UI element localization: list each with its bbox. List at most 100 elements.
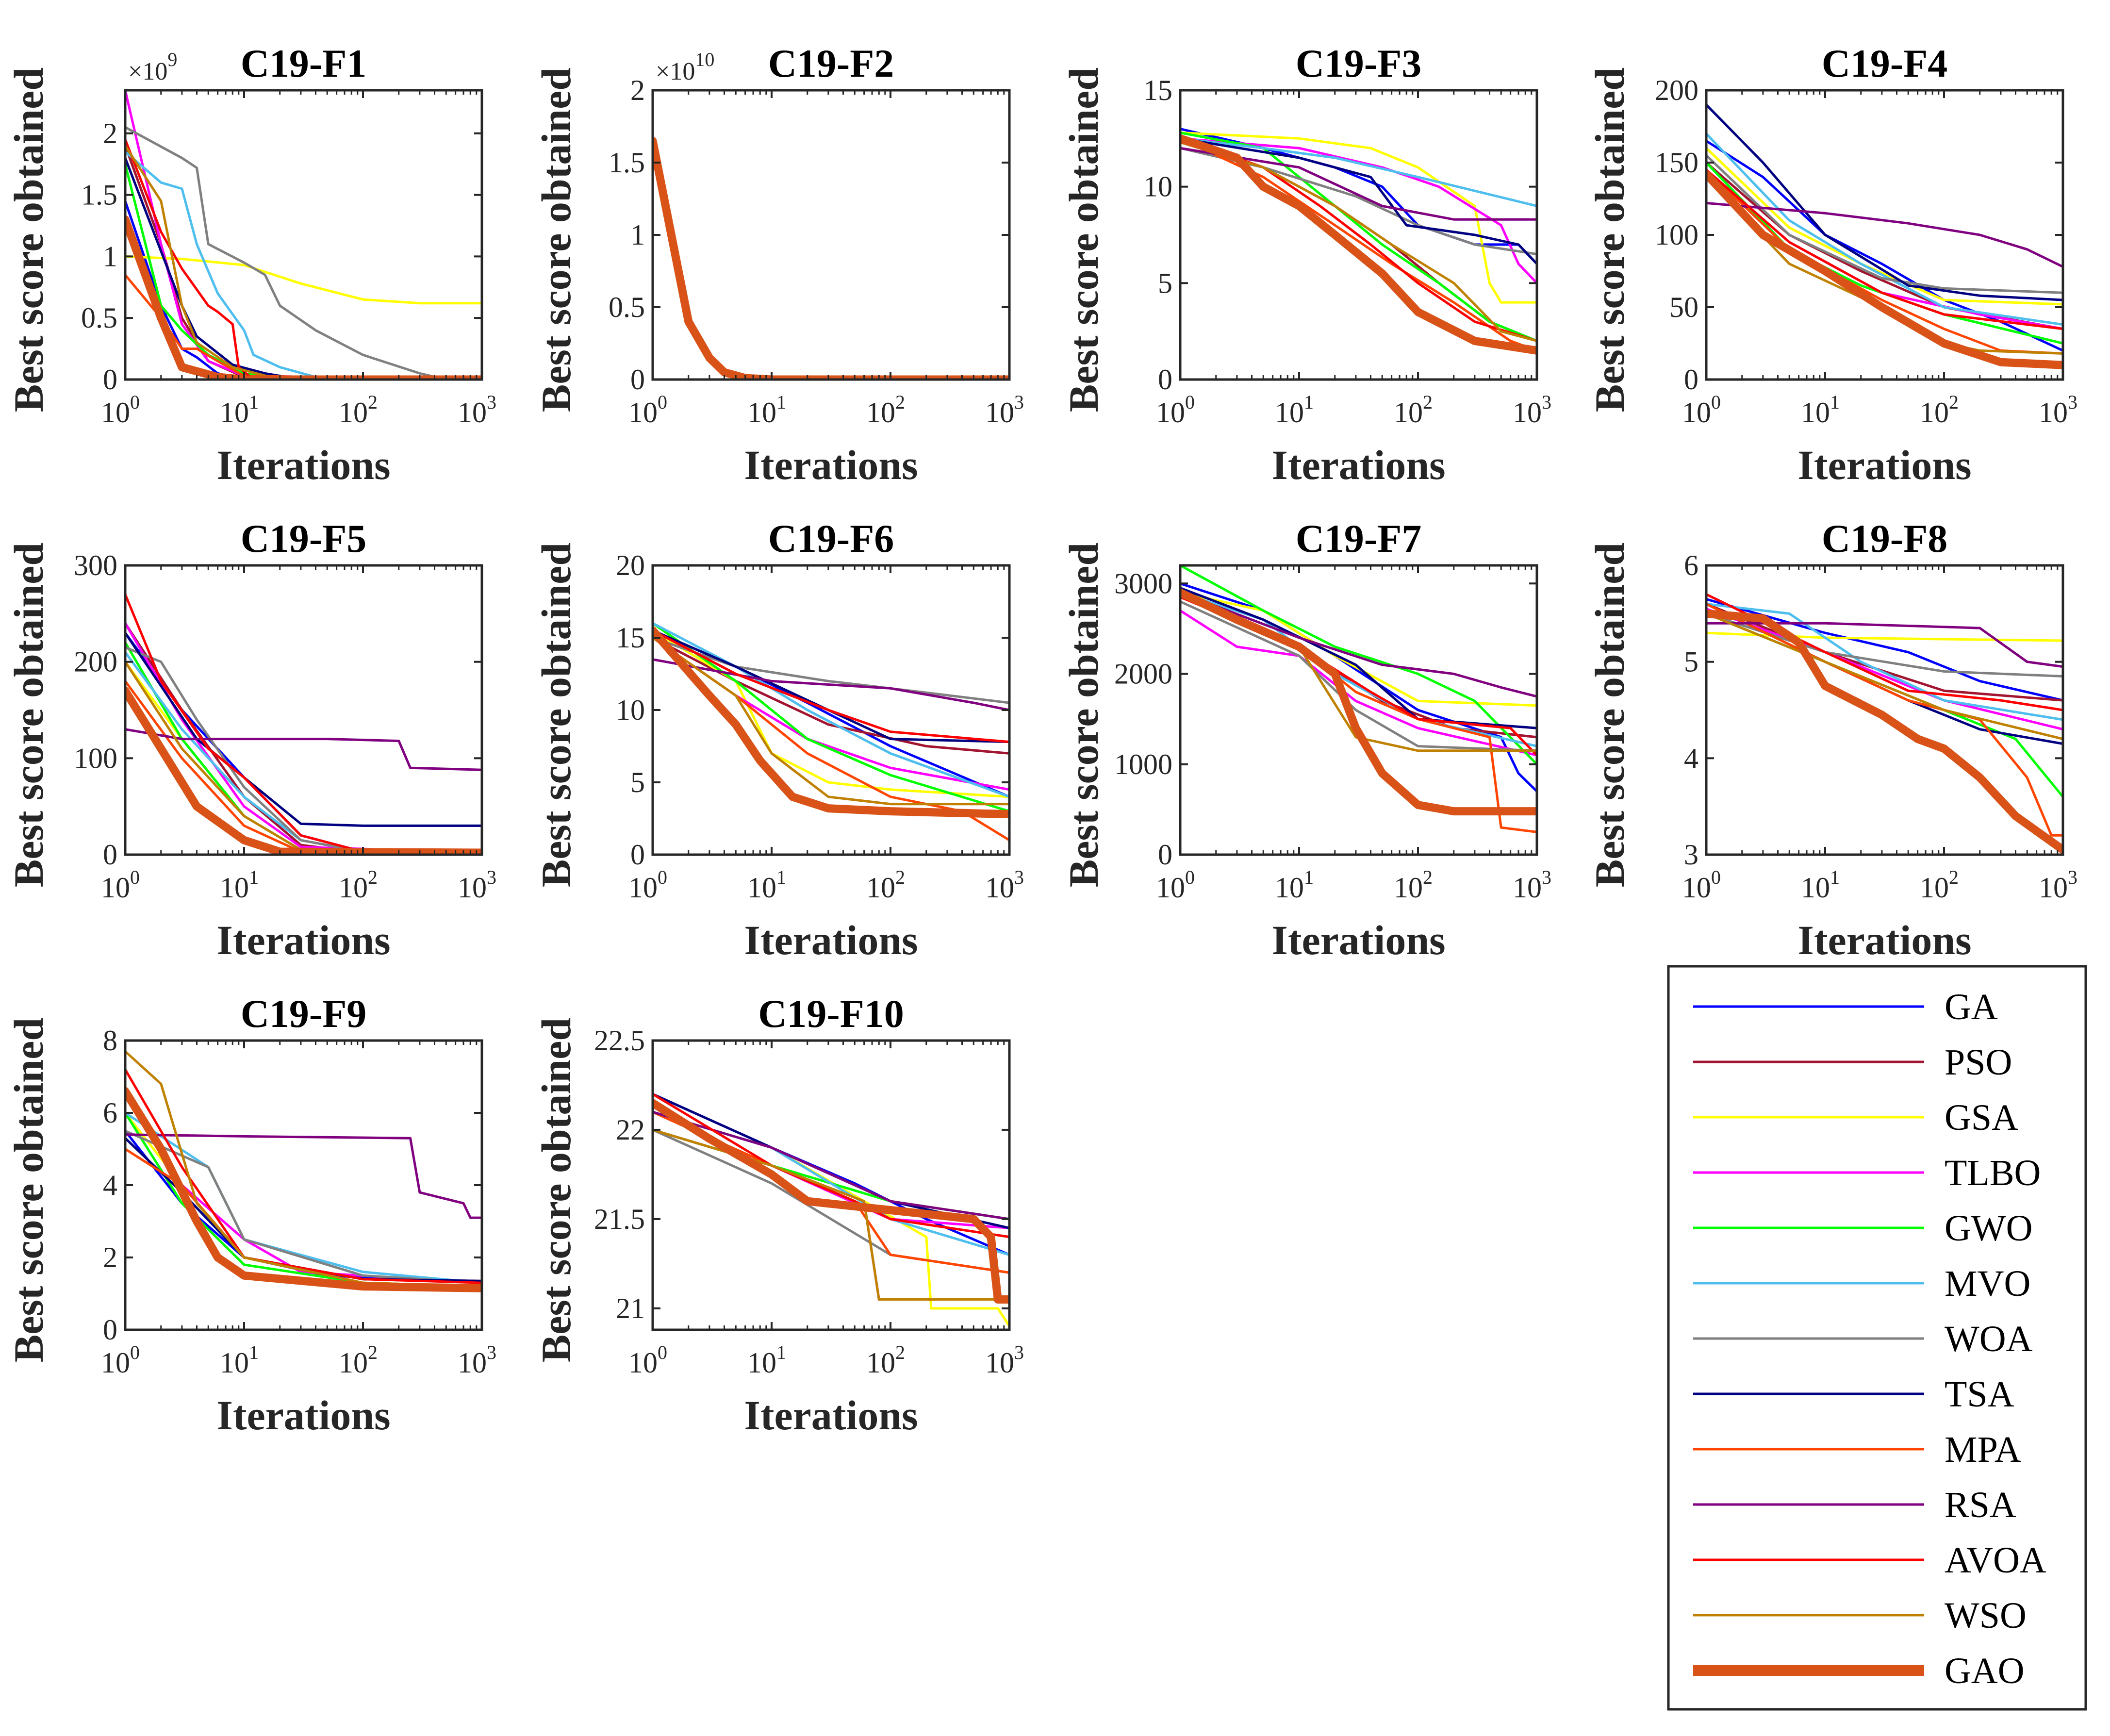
subplot-c19-f5: 100 101 102 1030100200300C19-F5IterationsBe… — [5, 516, 496, 963]
series-line-gao — [653, 136, 1009, 380]
y-tick-label: 0.5 — [81, 302, 117, 334]
series-line-gao — [125, 215, 482, 380]
series-line-wso — [1706, 612, 2063, 741]
y-axis-label: Best score obtained — [533, 543, 579, 887]
subplot-c19-f1: 100 101 102 103 0 0.5 1 1.5 2 ×109 C19-F1 Iteration… — [5, 41, 496, 488]
x-tick-label: 100 — [1682, 866, 1721, 904]
x-tick-label: 103 — [985, 866, 1024, 904]
series-line-rsa — [125, 1133, 482, 1219]
axes-background — [125, 565, 482, 855]
x-tick-label: 102 — [339, 866, 378, 904]
series-group — [125, 593, 482, 855]
series-line-ga — [1180, 128, 1537, 265]
y-tick-label: 6 — [103, 1097, 117, 1129]
legend-label: MVO — [1945, 1263, 2030, 1304]
legend: GA PSO GSA TLBO GWO MVO WOA TSA MPA RSA AVOA WSO GAO — [1667, 965, 2087, 1711]
series-line-pso — [653, 636, 1009, 755]
legend-label: WSO — [1945, 1595, 2027, 1636]
x-tick-label: 100 — [628, 866, 667, 904]
series-line-gao — [1180, 588, 1537, 816]
x-tick-label: 102 — [339, 391, 378, 429]
subplot-title: C19-F8 — [1822, 516, 1948, 561]
y-tick-label: 0 — [103, 839, 117, 871]
x-tick-label: 101 — [747, 866, 786, 904]
x-tick-label: 102 — [866, 866, 905, 904]
x-tick-label: 103 — [1513, 866, 1551, 904]
x-tick-label: 102 — [1394, 866, 1433, 904]
x-tick-label: 100 — [101, 866, 140, 904]
legend-label: AVOA — [1945, 1540, 2046, 1581]
legend-item-pso: PSO — [1693, 1042, 2012, 1083]
y-tick-label: 22 — [616, 1114, 645, 1146]
x-tick-label: 102 — [866, 1341, 905, 1379]
legend-label: GSA — [1945, 1097, 2018, 1138]
series-line-rsa — [1706, 622, 2063, 668]
subplot-title: C19-F10 — [758, 992, 904, 1036]
subplot-title: C19-F5 — [241, 516, 367, 561]
series-line-mpa — [1180, 137, 1537, 352]
series-group — [1706, 103, 2063, 369]
legend-item-woa: WOA — [1693, 1319, 2033, 1359]
axes-frame — [1179, 89, 1538, 381]
series-group — [653, 1092, 1009, 1328]
x-axis-label: Iterations — [216, 442, 390, 488]
series-line-tlbo — [1706, 607, 2063, 731]
series-group — [1180, 565, 1537, 833]
axes-background — [653, 90, 1009, 380]
y-axis-label: Best score obtained — [5, 67, 52, 412]
y-tick-label: 6 — [1684, 549, 1698, 581]
x-tick-label: 101 — [220, 1341, 259, 1379]
legend-item-rsa: RSA — [1693, 1485, 2016, 1525]
series-line-gao — [1706, 609, 2063, 854]
legend-item-gwo: GWO — [1693, 1208, 2033, 1249]
series-group — [653, 136, 1009, 380]
y-tick-label: 0 — [1158, 839, 1172, 871]
subplot-title: C19-F3 — [1296, 41, 1422, 85]
x-axis-label: Iterations — [1797, 917, 1971, 963]
x-tick-label: 101 — [747, 1341, 786, 1379]
x-axis-label: Iterations — [744, 917, 918, 963]
subplot-title: C19-F1 — [241, 41, 367, 85]
series-line-rsa — [125, 728, 482, 771]
legend-label: TLBO — [1945, 1153, 2041, 1193]
legend-item-tsa: TSA — [1693, 1374, 2014, 1415]
series-line-tsa — [125, 631, 482, 827]
x-axis-label: Iterations — [216, 1392, 390, 1438]
series-line-rsa — [1180, 147, 1537, 221]
x-tick-label: 102 — [1394, 391, 1433, 429]
y-multiplier-label: ×1010 — [656, 49, 714, 85]
series-group — [653, 622, 1009, 842]
x-tick-label: 102 — [339, 1341, 378, 1379]
series-group — [125, 1050, 482, 1292]
y-tick-label: 20 — [616, 549, 645, 581]
x-tick-label: 102 — [1920, 866, 1959, 904]
y-axis-label: Best score obtained — [1060, 543, 1107, 887]
series-line-wso — [1180, 141, 1537, 342]
series-line-gao — [1706, 170, 2063, 369]
series-line-gwo — [1180, 565, 1537, 766]
series-line-avoa — [1706, 168, 2063, 331]
axes-frame — [651, 1039, 1011, 1331]
y-tick-label: 21.5 — [594, 1203, 645, 1235]
y-tick-label: 15 — [1143, 74, 1172, 106]
axes-frame — [124, 564, 483, 856]
series-line-woa — [125, 1129, 482, 1284]
x-tick-label: 100 — [628, 391, 667, 429]
y-tick-label: 5 — [1684, 646, 1698, 678]
x-axis-label: Iterations — [216, 917, 390, 963]
x-tick-label: 103 — [985, 391, 1024, 429]
legend-label: RSA — [1945, 1485, 2016, 1525]
series-line-wso — [125, 144, 482, 380]
axes-frame — [1705, 564, 2064, 856]
series-line-gao — [125, 686, 482, 855]
y-tick-label: 1.5 — [609, 147, 645, 179]
y-tick-label: 3 — [1684, 839, 1698, 871]
axes-background — [125, 90, 482, 380]
y-tick-label: 4 — [103, 1169, 117, 1201]
y-tick-label: 100 — [74, 742, 117, 774]
x-tick-label: 103 — [458, 1341, 496, 1379]
legend-item-avoa: AVOA — [1693, 1540, 2046, 1581]
y-tick-label: 200 — [1655, 74, 1698, 106]
y-tick-label: 1 — [630, 219, 645, 251]
y-tick-label: 10 — [1143, 171, 1172, 203]
